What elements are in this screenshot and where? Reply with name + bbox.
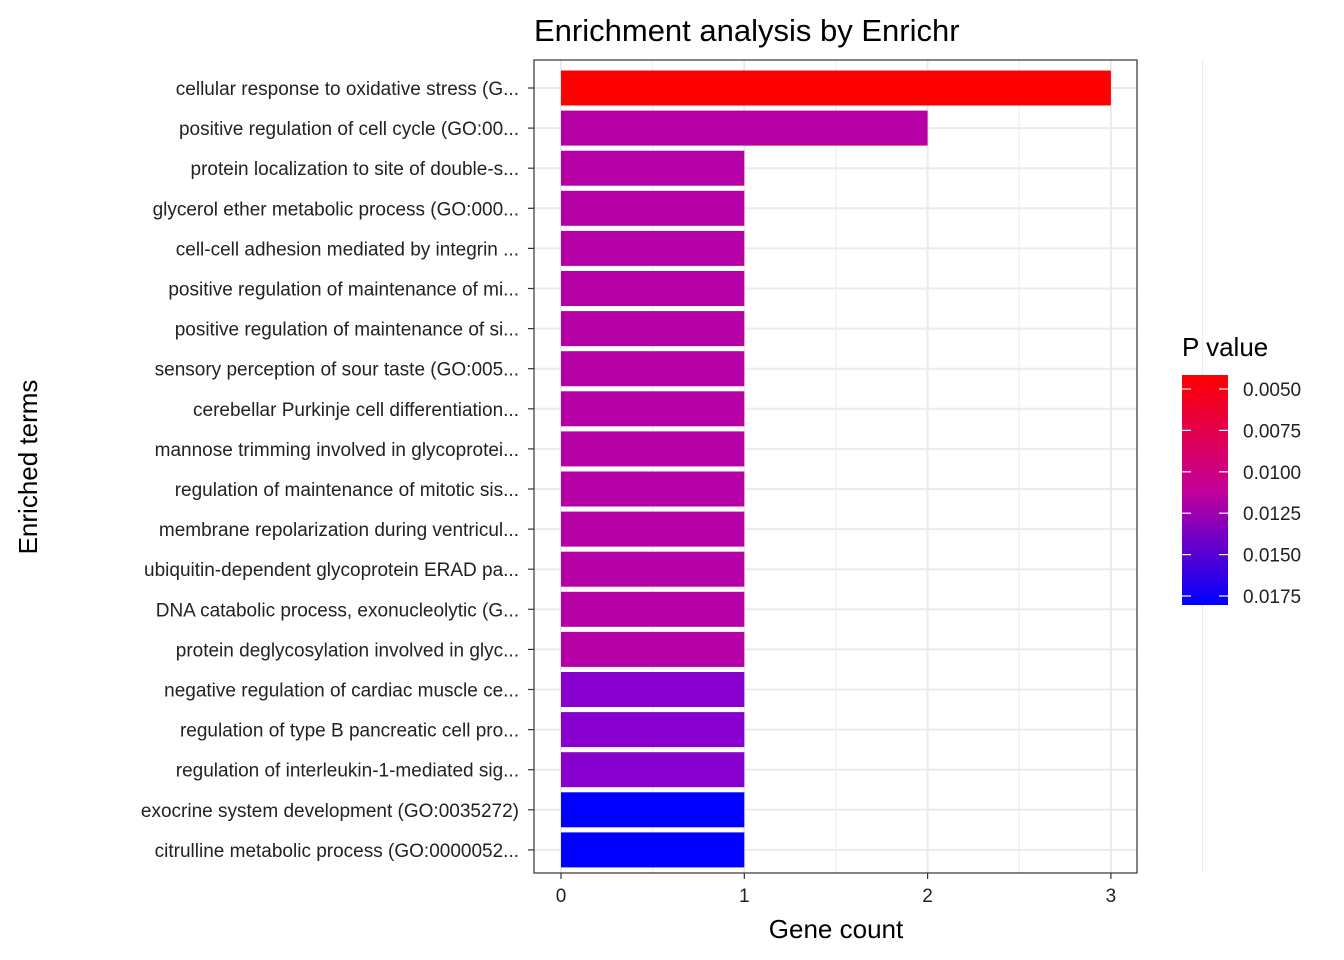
y-tick-label: protein localization to site of double-s…	[191, 159, 519, 180]
bar	[561, 391, 745, 427]
y-tick-label: negative regulation of cardiac muscle ce…	[164, 681, 519, 702]
bar	[561, 792, 745, 828]
y-tick-label: regulation of interleukin-1-mediated sig…	[176, 761, 519, 782]
x-axis: 0 1 2 3	[556, 873, 1116, 907]
y-tick-label: sensory perception of sour taste (GO:005…	[155, 360, 519, 381]
bar	[561, 752, 745, 788]
bar	[561, 311, 745, 347]
legend-ticks: 0.0050 0.0075 0.0100 0.0125 0.0150 0.0175	[1182, 380, 1301, 608]
legend-label: 0.0075	[1243, 421, 1301, 442]
plot-panel-border	[533, 59, 1138, 874]
x-tick-label: 1	[739, 886, 750, 907]
bar	[561, 110, 928, 146]
y-tick-label: positive regulation of maintenance of si…	[175, 320, 519, 341]
bar	[561, 832, 745, 868]
bars	[561, 70, 1111, 868]
y-tick-label: positive regulation of cell cycle (GO:00…	[179, 119, 519, 140]
legend-label: 0.0125	[1243, 504, 1301, 525]
y-tick-label: protein deglycosylation involved in glyc…	[176, 640, 519, 661]
y-tick-label: regulation of type B pancreatic cell pro…	[180, 721, 519, 742]
x-tick-label: 0	[556, 886, 567, 907]
bar	[561, 271, 745, 306]
bar	[561, 190, 745, 226]
legend-label: 0.0100	[1243, 463, 1301, 484]
legend-label: 0.0175	[1243, 587, 1301, 608]
y-tick-label: ubiquitin-dependent glycoprotein ERAD pa…	[144, 560, 519, 581]
y-tick-label: membrane repolarization during ventricul…	[159, 520, 519, 541]
legend-title: P value	[1182, 332, 1268, 362]
y-tick-label: mannose trimming involved in glycoprotei…	[155, 440, 519, 461]
bar	[561, 511, 745, 547]
y-axis: cellular response to oxidative stress (G…	[141, 79, 534, 862]
y-tick-label: exocrine system development (GO:0035272)	[141, 801, 519, 822]
bar	[561, 631, 745, 667]
bar	[561, 230, 745, 266]
x-tick-label: 2	[922, 886, 933, 907]
bar	[561, 150, 745, 186]
legend-label: 0.0050	[1243, 380, 1301, 401]
y-tick-label: cerebellar Purkinje cell differentiation…	[193, 400, 519, 421]
legend: P value 0.00500.00750.01000.01250.01500.…	[1182, 332, 1301, 608]
bar	[561, 591, 745, 627]
x-axis-title: Gene count	[769, 914, 904, 944]
bar	[561, 471, 745, 507]
bar	[561, 431, 745, 467]
legend-colorbar	[1182, 375, 1228, 605]
y-tick-label: glycerol ether metabolic process (GO:000…	[153, 199, 519, 220]
bar	[561, 672, 745, 707]
bar	[561, 551, 745, 587]
bar	[561, 712, 745, 748]
y-axis-title: Enriched terms	[13, 380, 43, 555]
y-tick-label: DNA catabolic process, exonucleolytic (G…	[156, 600, 519, 621]
y-tick-label: cell-cell adhesion mediated by integrin …	[176, 239, 519, 260]
chart-title: Enrichment analysis by Enrichr	[534, 13, 960, 48]
legend-label: 0.0150	[1243, 546, 1301, 567]
y-tick-label: positive regulation of maintenance of mi…	[168, 280, 519, 301]
y-tick-label: citrulline metabolic process (GO:0000052…	[155, 841, 519, 862]
bar	[561, 70, 1111, 106]
y-tick-label: cellular response to oxidative stress (G…	[176, 79, 519, 100]
y-tick-label: regulation of maintenance of mitotic sis…	[175, 480, 519, 501]
x-tick-label: 3	[1106, 886, 1117, 907]
bar	[561, 351, 745, 387]
